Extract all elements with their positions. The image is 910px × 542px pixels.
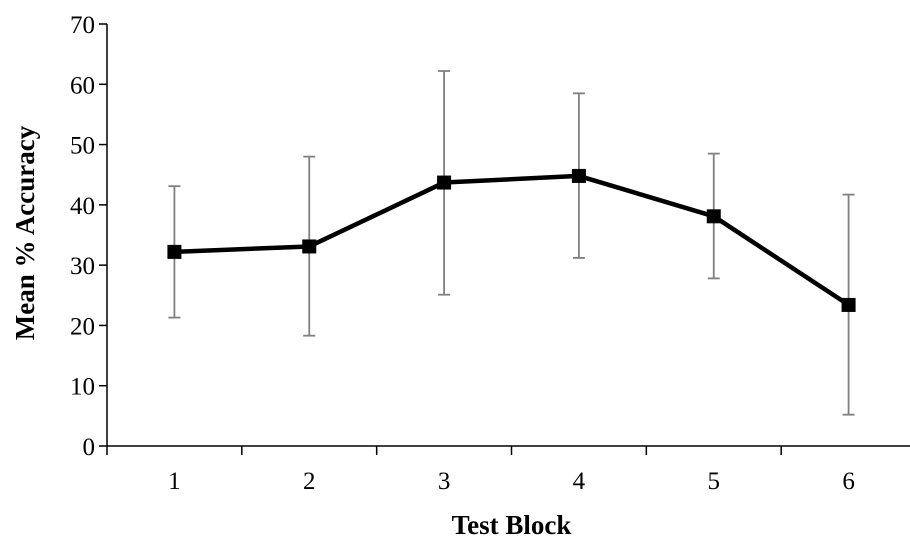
data-point (706, 209, 721, 224)
x-tick-label: 3 (438, 468, 451, 495)
x-ticks: 1 2 3 4 5 6 (106, 446, 855, 495)
y-axis-title: Mean % Accuracy (10, 125, 40, 340)
series-line (174, 173, 850, 307)
y-tick-label: 60 (70, 72, 95, 99)
x-tick-label: 2 (303, 468, 316, 495)
y-tick-label: 20 (70, 313, 95, 340)
x-axis-title: Test Block (452, 510, 572, 540)
y-tick-label: 10 (70, 374, 95, 401)
y-tick-label: 70 (70, 12, 95, 39)
data-point (841, 297, 856, 312)
data-point (571, 168, 586, 183)
data-point (167, 244, 182, 259)
x-tick-label: 1 (168, 468, 181, 495)
y-tick-label: 40 (70, 193, 95, 220)
y-ticks: 0 10 20 30 40 50 60 70 (70, 12, 107, 461)
x-tick-label: 4 (573, 468, 586, 495)
x-tick-label: 6 (842, 468, 855, 495)
y-tick-label: 0 (83, 434, 96, 461)
data-markers (167, 168, 856, 312)
x-tick-label: 5 (708, 468, 721, 495)
data-point (437, 175, 452, 190)
data-point (302, 239, 317, 254)
y-tick-label: 30 (70, 253, 95, 280)
y-tick-label: 50 (70, 133, 95, 160)
